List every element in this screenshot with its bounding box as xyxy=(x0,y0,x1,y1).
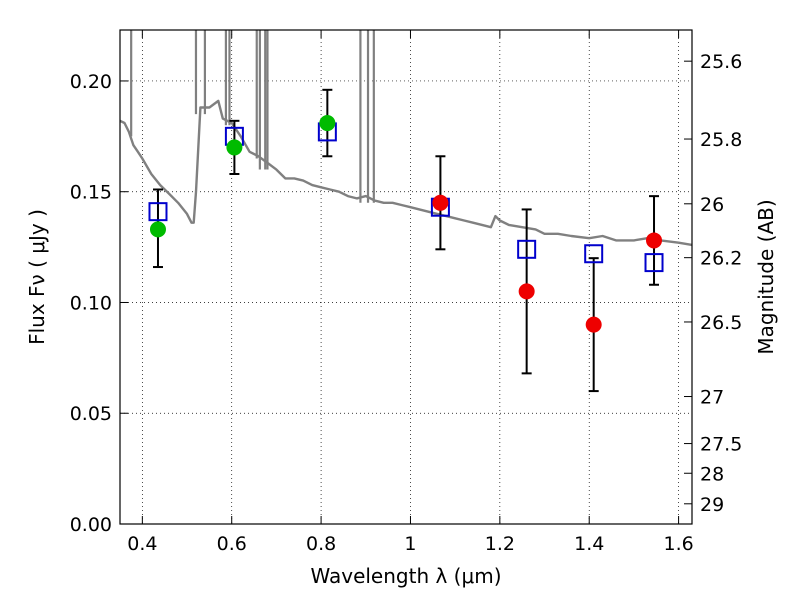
mag-tick-label: 26.5 xyxy=(700,312,742,334)
mag-tick-label: 25.8 xyxy=(700,129,742,151)
mag-tick-label: 28 xyxy=(700,463,724,485)
mag-tick-label: 29 xyxy=(700,494,724,516)
red-data-point xyxy=(518,283,535,300)
y-tick-label: 0.10 xyxy=(70,292,112,314)
x-tick-label: 0.6 xyxy=(217,533,247,555)
model-spectrum xyxy=(119,30,693,247)
red-data-point xyxy=(585,316,602,333)
y-tick-label: 0.20 xyxy=(70,71,112,93)
y-tick-label: 0.05 xyxy=(70,403,112,425)
model-photometry-square xyxy=(148,202,168,222)
axis-ticks: 0.4 0.6 0.8 1 1.2 1.4 1.6 0.00 0.05 0.10 0.15 0.20 2… xyxy=(70,30,742,555)
plot-frame xyxy=(119,29,693,525)
x-axis-label: Wavelength λ (μm) xyxy=(310,564,501,588)
mag-tick-label: 26.2 xyxy=(700,248,742,270)
red-data-point xyxy=(646,232,663,249)
error-bars xyxy=(152,88,660,393)
x-tick-label: 0.4 xyxy=(127,533,157,555)
green-data-point xyxy=(226,139,243,156)
mag-tick-label: 27 xyxy=(700,387,724,409)
model-photometry-square xyxy=(517,239,537,259)
x-tick-label: 1 xyxy=(404,533,416,555)
green-data-point xyxy=(319,115,336,132)
red-data-point xyxy=(432,194,449,211)
x-tick-label: 1.4 xyxy=(574,533,604,555)
model-spectrum-line xyxy=(119,99,693,247)
mag-tick-label: 25.6 xyxy=(700,51,742,73)
y-axis-label: Flux Fν ( μJy ) xyxy=(25,209,49,345)
green-data-point xyxy=(149,221,166,238)
x-tick-label: 1.6 xyxy=(663,533,693,555)
model-photometry-square xyxy=(644,253,664,273)
model-photometry-square xyxy=(584,244,604,264)
y-tick-label: 0.00 xyxy=(70,514,112,536)
x-tick-label: 1.2 xyxy=(485,533,515,555)
x-tick-label: 0.8 xyxy=(306,533,336,555)
mag-tick-label: 26 xyxy=(700,194,724,216)
data-markers xyxy=(148,115,664,333)
y-tick-label: 0.15 xyxy=(70,182,112,204)
y2-axis-label: Magnitude (AB) xyxy=(754,199,778,354)
mag-tick-label: 27.5 xyxy=(700,434,742,456)
